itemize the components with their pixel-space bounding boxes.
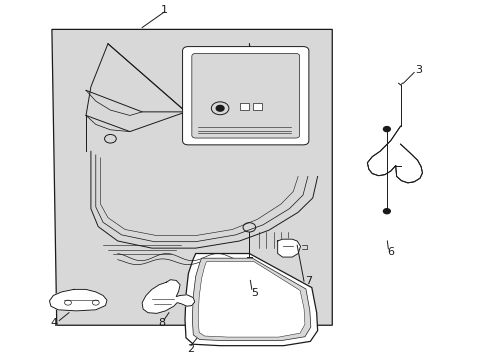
- Text: 2: 2: [187, 344, 194, 354]
- Polygon shape: [198, 262, 305, 337]
- Text: 1: 1: [160, 5, 167, 15]
- Text: 4: 4: [51, 319, 58, 328]
- Circle shape: [383, 127, 389, 132]
- Polygon shape: [49, 289, 107, 311]
- FancyBboxPatch shape: [239, 103, 249, 110]
- Circle shape: [383, 209, 389, 214]
- Polygon shape: [366, 126, 400, 176]
- Polygon shape: [192, 258, 310, 341]
- Polygon shape: [277, 239, 300, 257]
- FancyBboxPatch shape: [182, 46, 308, 145]
- Text: 3: 3: [415, 64, 422, 75]
- Polygon shape: [142, 280, 194, 314]
- Text: 6: 6: [386, 247, 393, 257]
- Polygon shape: [395, 144, 422, 183]
- Text: 5: 5: [250, 288, 257, 298]
- FancyBboxPatch shape: [253, 103, 262, 110]
- Text: 8: 8: [158, 319, 165, 328]
- Circle shape: [216, 105, 224, 111]
- FancyBboxPatch shape: [191, 53, 299, 138]
- Text: 7: 7: [305, 276, 312, 286]
- Polygon shape: [184, 253, 317, 346]
- Polygon shape: [52, 30, 331, 325]
